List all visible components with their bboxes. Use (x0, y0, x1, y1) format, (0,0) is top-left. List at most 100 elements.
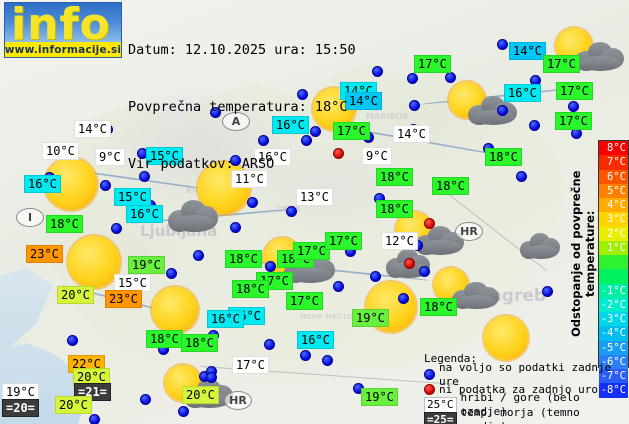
station-dot-available (516, 171, 527, 182)
station-dot-available (166, 268, 177, 279)
temperature-label: 11°C (231, 170, 268, 188)
scale-stop: 8°C (599, 141, 628, 156)
legend-sea-text: temp. morja (temno ozadje) (460, 405, 580, 424)
scale-stop: -7°C (599, 369, 628, 384)
station-dot-available (100, 180, 111, 191)
temperature-label: =21= (74, 383, 111, 401)
legend-title: Legenda: (424, 352, 477, 365)
temperature-label: 17°C (414, 55, 451, 73)
legend-row-mountain: 25°C hribi / gore (belo ozadje) (424, 391, 624, 418)
scale-stop: -2°C (599, 297, 628, 312)
scale-stop: 3°C (599, 212, 628, 227)
station-dot-available (286, 206, 297, 217)
temperature-label: =20= (2, 399, 39, 417)
temperature-label: 23°C (26, 245, 63, 263)
sea-chip-sample: =25= (424, 411, 457, 424)
temperature-label: 14°C (345, 92, 382, 110)
legend-blue-dot-text: na voljo so podatki zadnje ure (439, 360, 612, 388)
temperature-label: 16°C (297, 331, 334, 349)
legend-row-red-dot: ni podatka za zadnjo uro (424, 382, 624, 397)
temperature-label: 10°C (42, 142, 79, 160)
temperature-label: 12°C (381, 232, 418, 250)
temperature-label: 17°C (556, 82, 593, 100)
sun-behind-cloud-icon (449, 82, 518, 128)
scale-stop: -1°C (599, 283, 628, 298)
header-data-source: Vir podatkov: ARSO (128, 156, 275, 172)
cloud-icon (520, 230, 560, 259)
cloud-icon (168, 196, 218, 232)
station-dot-available (193, 250, 204, 261)
sun-icon (68, 236, 120, 288)
scale-color-bar: 8°C 7°C 6°C 5°C 4°C 3°C 2°C 1°C -1°C -2°C -3°C -4°C… (598, 140, 629, 398)
legend-mountain-text: hribi / gore (belo ozadje) (460, 390, 580, 418)
temperature-label: 19°C (352, 309, 389, 327)
station-dot-available (497, 39, 508, 50)
mountain-chip-sample: 25°C (424, 396, 457, 413)
scale-stop (599, 255, 628, 270)
station-dot-available (139, 171, 150, 182)
station-dot-available (67, 335, 78, 346)
temperature-label: 14°C (509, 42, 546, 60)
temperature-label: 18°C (146, 330, 183, 348)
temperature-label: 18°C (376, 200, 413, 218)
scale-stop: 7°C (599, 155, 628, 170)
sun-icon (484, 316, 528, 360)
temperature-label: 20°C (182, 386, 219, 404)
station-dot-available (265, 261, 276, 272)
temperature-label: 18°C (232, 280, 269, 298)
temperature-label: 16°C (126, 205, 163, 223)
cloud-icon (468, 93, 517, 126)
logo-url: www.informacije.si (4, 42, 122, 57)
station-dot-available (297, 89, 308, 100)
scale-stop (599, 269, 628, 284)
station-dot-available (398, 293, 409, 304)
cloud-icon (520, 230, 560, 270)
city-name: MARIBOR (366, 112, 409, 121)
temperature-label: 9°C (95, 148, 125, 166)
temperature-label: 16°C (207, 310, 244, 328)
station-dot-available (230, 222, 241, 233)
station-dot-available (140, 394, 151, 405)
scale-stop: 6°C (599, 169, 628, 184)
temperature-label: 18°C (181, 334, 218, 352)
station-dot-available (206, 372, 217, 383)
temperature-label: 18°C (432, 177, 469, 195)
blue-dot-icon (424, 369, 435, 380)
temperature-label: 18°C (420, 298, 457, 316)
station-dot-available (409, 100, 420, 111)
temperature-label: 17°C (286, 292, 323, 310)
temperature-label: 19°C (361, 388, 398, 406)
sun-icon (152, 287, 198, 333)
sun-disc (68, 236, 120, 288)
station-dot-available (445, 72, 456, 83)
temperature-label: 17°C (232, 356, 269, 374)
legend-row-blue-dot: na voljo so podatki zadnje ure (424, 361, 624, 388)
scale-stop: 5°C (599, 183, 628, 198)
sun-disc (484, 316, 528, 360)
temperature-label: 23°C (105, 290, 142, 308)
temperature-label: 14°C (74, 120, 111, 138)
site-logo[interactable]: info www.informacije.si (4, 2, 122, 58)
cloud-icon (452, 279, 499, 310)
station-dot-available (210, 107, 221, 118)
sun-behind-cloud-icon (434, 268, 500, 312)
header-date-time: Datum: 12.10.2025 ura: 15:50 (128, 42, 356, 58)
scale-stop: 1°C (599, 240, 628, 255)
temperature-label: 18°C (46, 215, 83, 233)
legend-red-dot-text: ni podatka za zadnjo uro (439, 382, 598, 396)
station-dot-available (264, 339, 275, 350)
scale-stop: 2°C (599, 226, 628, 241)
scale-stop: 4°C (599, 198, 628, 213)
temperature-label: 16°C (272, 116, 309, 134)
station-dot-available (542, 286, 553, 297)
station-dot-available (230, 155, 241, 166)
station-dot-available (247, 197, 258, 208)
station-dot-available (372, 66, 383, 77)
station-dot-available (178, 406, 189, 417)
cloud-icon (168, 196, 218, 246)
scale-stop: -8°C (599, 383, 628, 398)
scale-stop: -4°C (599, 326, 628, 341)
temperature-label: 16°C (24, 175, 61, 193)
